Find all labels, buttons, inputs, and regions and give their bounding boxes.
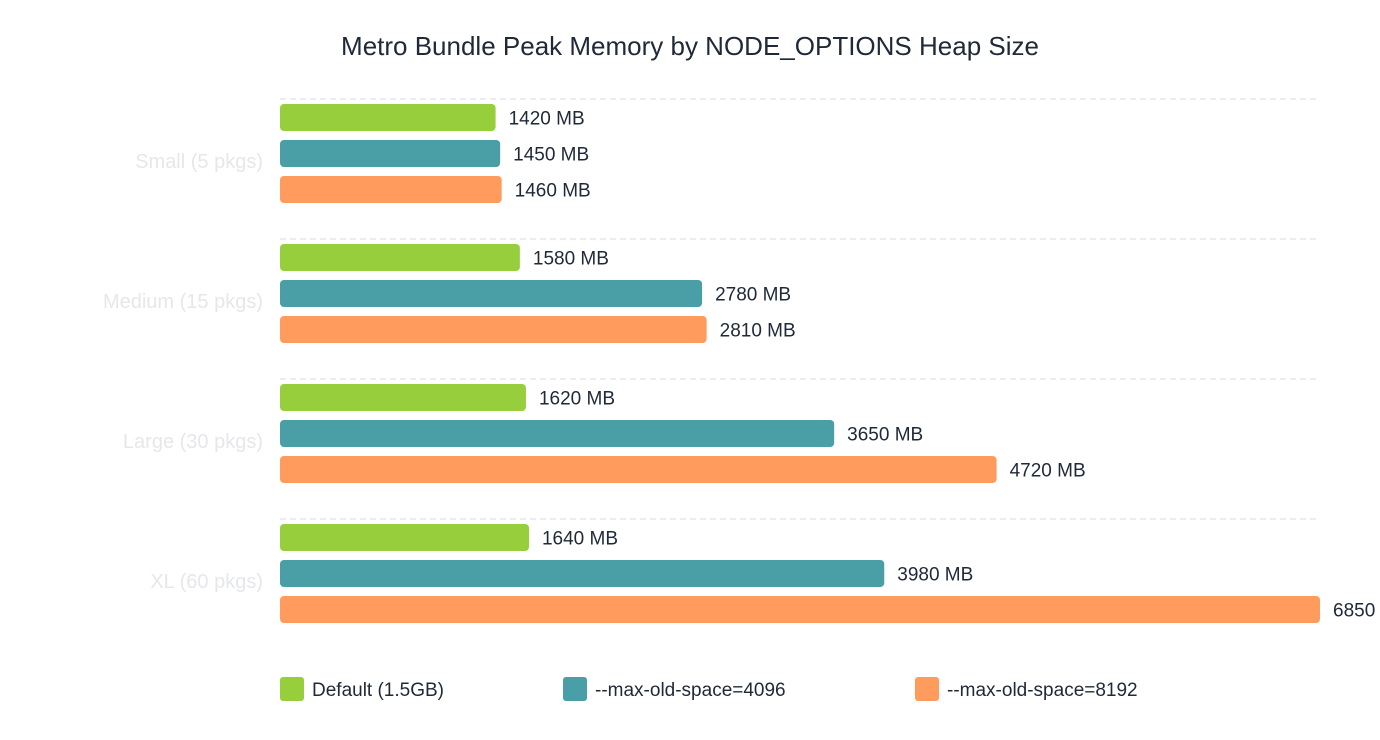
bar xyxy=(280,244,520,271)
category-label: Medium (15 pkgs) xyxy=(103,291,263,313)
category-label: Small (5 pkgs) xyxy=(135,151,263,173)
category-label: XL (60 pkgs) xyxy=(150,571,263,593)
legend-swatch xyxy=(563,677,587,701)
data-label: 6850 MB xyxy=(1333,601,1380,622)
bar xyxy=(280,420,835,447)
chart-title: Metro Bundle Peak Memory by NODE_OPTIONS… xyxy=(341,31,1039,61)
plot-area: Small (5 pkgs) 1420 MB 1450 MB 1460 MB Mediu… xyxy=(103,98,1380,623)
bar xyxy=(280,384,526,411)
bar xyxy=(280,104,496,131)
bar xyxy=(280,560,885,587)
data-label: 2810 MB xyxy=(720,321,796,342)
bar xyxy=(280,316,707,343)
legend-swatch xyxy=(915,677,939,701)
data-label: 3980 MB xyxy=(897,565,973,586)
data-label: 1580 MB xyxy=(533,249,609,270)
data-label: 1640 MB xyxy=(542,529,618,550)
data-label: 1450 MB xyxy=(513,145,589,166)
legend-label: Default (1.5GB) xyxy=(312,680,444,701)
bar xyxy=(280,280,703,307)
data-label: 1420 MB xyxy=(509,109,585,130)
legend: Default (1.5GB) --max-old-space=4096 --max… xyxy=(280,677,1138,701)
bar xyxy=(280,176,502,203)
data-label: 1620 MB xyxy=(539,389,615,410)
bar xyxy=(280,456,997,483)
bar xyxy=(280,596,1320,623)
data-label: 2780 MB xyxy=(715,285,791,306)
legend-swatch xyxy=(280,677,304,701)
category-label: Large (30 pkgs) xyxy=(123,431,263,453)
data-label: 1460 MB xyxy=(515,181,591,202)
data-label: 3650 MB xyxy=(847,425,923,446)
legend-label: --max-old-space=4096 xyxy=(595,680,786,701)
bar xyxy=(280,524,529,551)
legend-label: --max-old-space=8192 xyxy=(947,680,1138,701)
bar xyxy=(280,140,501,167)
data-label: 4720 MB xyxy=(1010,461,1086,482)
